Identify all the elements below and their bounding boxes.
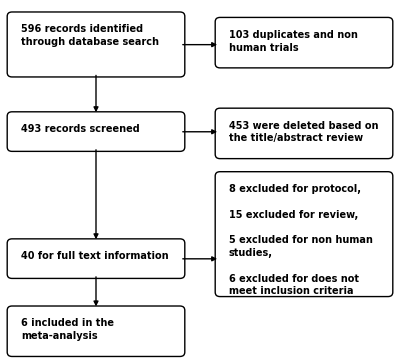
- FancyBboxPatch shape: [7, 239, 185, 278]
- FancyBboxPatch shape: [215, 172, 393, 297]
- Text: 40 for full text information: 40 for full text information: [21, 251, 168, 261]
- FancyBboxPatch shape: [215, 17, 393, 68]
- Text: 596 records identified
through database search: 596 records identified through database …: [21, 24, 159, 47]
- Text: 493 records screened: 493 records screened: [21, 124, 140, 134]
- Text: 8 excluded for protocol,

15 excluded for review,

5 excluded for non human
stud: 8 excluded for protocol, 15 excluded for…: [229, 184, 373, 297]
- Text: 6 included in the
meta-analysis: 6 included in the meta-analysis: [21, 318, 114, 341]
- Text: 103 duplicates and non
human trials: 103 duplicates and non human trials: [229, 30, 358, 53]
- FancyBboxPatch shape: [7, 12, 185, 77]
- Text: 453 were deleted based on
the title/abstract review: 453 were deleted based on the title/abst…: [229, 121, 378, 143]
- FancyBboxPatch shape: [7, 112, 185, 151]
- FancyBboxPatch shape: [215, 108, 393, 159]
- FancyBboxPatch shape: [7, 306, 185, 356]
